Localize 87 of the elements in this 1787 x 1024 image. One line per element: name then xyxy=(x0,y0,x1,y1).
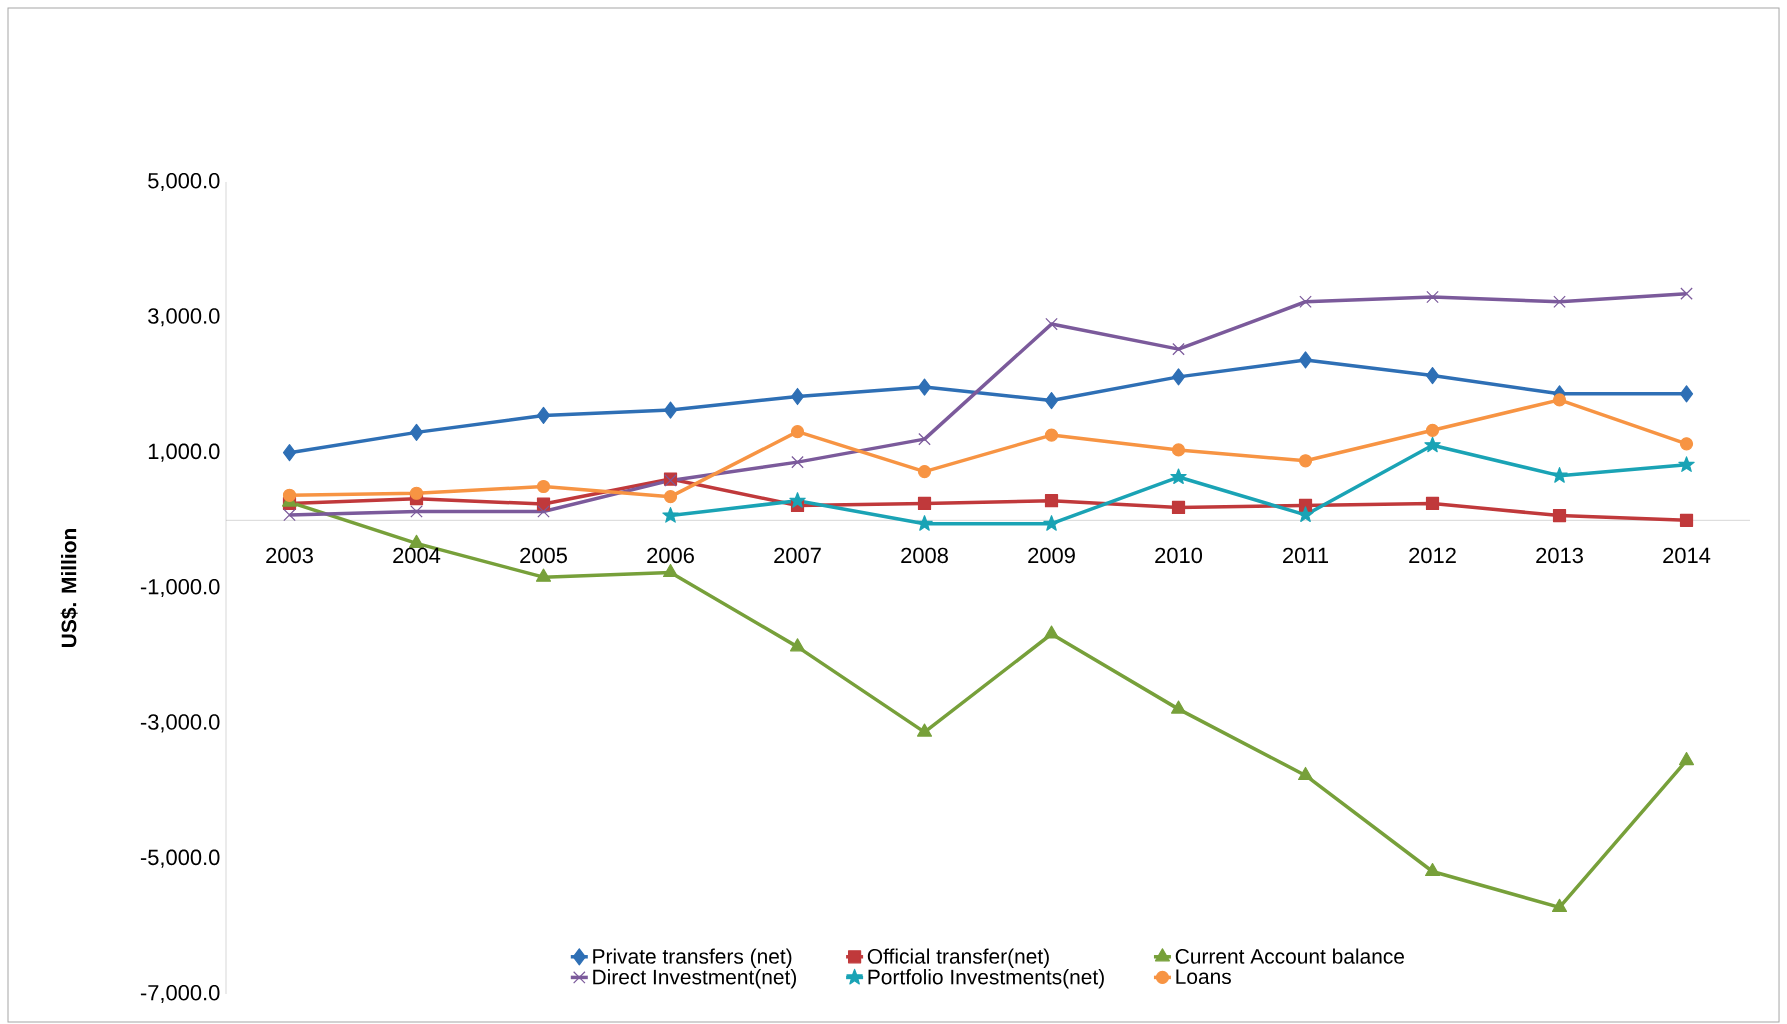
point xyxy=(790,387,805,406)
point xyxy=(1044,391,1059,410)
y-tick-label: -3,000.0 xyxy=(140,714,220,733)
point xyxy=(1426,290,1439,304)
point xyxy=(1553,295,1566,309)
point xyxy=(1045,317,1058,331)
y-tick-label: -5,000.0 xyxy=(140,849,220,868)
point xyxy=(1043,625,1060,639)
point xyxy=(917,378,932,396)
point xyxy=(1298,351,1313,369)
point xyxy=(917,465,932,479)
point xyxy=(1171,500,1186,515)
y-tick-label: -7,000.0 xyxy=(140,984,220,1004)
point xyxy=(282,488,297,502)
point xyxy=(1298,454,1313,468)
legend-label: Official transfer(net) xyxy=(867,948,1049,968)
x-tick-label: 2005 xyxy=(520,547,567,564)
point xyxy=(1297,766,1314,781)
x-tick-label: 2006 xyxy=(647,547,694,564)
x-tick-label: 2007 xyxy=(774,547,821,564)
point xyxy=(789,492,806,508)
point xyxy=(1551,467,1568,483)
x-tick-label: 2008 xyxy=(901,547,948,564)
point xyxy=(791,455,804,469)
legend-label: Private transfers (net) xyxy=(593,948,792,968)
point xyxy=(918,432,931,446)
x-tick-label: 2010 xyxy=(1155,547,1203,564)
point xyxy=(409,486,424,500)
point xyxy=(662,506,679,523)
point xyxy=(1044,494,1059,508)
point xyxy=(283,508,296,522)
point xyxy=(409,423,424,441)
point xyxy=(1425,496,1440,511)
point xyxy=(1170,700,1187,714)
legend-label: Loans xyxy=(1176,969,1231,985)
point xyxy=(536,406,551,425)
x-tick-label: 2003 xyxy=(266,547,313,564)
point xyxy=(663,401,678,419)
legend-label: Portfolio Investments(net) xyxy=(868,969,1104,989)
x-tick-label: 2009 xyxy=(1028,547,1075,564)
point xyxy=(1171,368,1186,386)
point xyxy=(1172,342,1185,356)
point xyxy=(1424,436,1441,453)
point xyxy=(410,505,423,518)
point xyxy=(1044,428,1059,442)
point xyxy=(535,568,552,582)
point xyxy=(917,496,932,511)
point xyxy=(1299,295,1312,309)
x-tick-label: 2014 xyxy=(1663,547,1711,564)
y-tick-label: -1,000.0 xyxy=(140,578,220,598)
y-tick-label: 5,000.0 xyxy=(148,172,220,192)
x-tick-label: 2011 xyxy=(1283,547,1329,564)
legend-label: Direct Investment(net) xyxy=(593,969,797,989)
point xyxy=(1170,468,1187,485)
point xyxy=(1679,437,1694,451)
point xyxy=(789,638,806,652)
point xyxy=(1552,393,1567,407)
point xyxy=(1425,366,1440,385)
point xyxy=(1679,513,1694,527)
point xyxy=(1552,508,1567,523)
point xyxy=(1171,443,1186,457)
point xyxy=(916,515,933,531)
point xyxy=(1678,456,1695,472)
point xyxy=(916,723,933,737)
point xyxy=(1680,287,1693,300)
y-axis-title: US$. Million xyxy=(60,529,78,647)
point xyxy=(1425,423,1440,437)
point xyxy=(1043,515,1060,531)
y-tick-label: 3,000.0 xyxy=(148,308,220,327)
point xyxy=(282,444,297,462)
point xyxy=(408,534,425,548)
point xyxy=(662,563,679,578)
point xyxy=(1551,898,1568,912)
point xyxy=(1679,385,1694,403)
point xyxy=(1679,751,1695,766)
legend-label: Current Account balance xyxy=(1175,948,1404,964)
point xyxy=(663,490,678,504)
point xyxy=(790,425,805,439)
x-tick-label: 2013 xyxy=(1536,547,1583,564)
point xyxy=(536,479,551,494)
x-tick-label: 2004 xyxy=(393,547,441,564)
point xyxy=(1424,862,1441,877)
y-tick-label: 1,000.0 xyxy=(148,443,220,462)
point xyxy=(537,505,550,518)
point xyxy=(536,497,551,511)
point xyxy=(1297,506,1314,522)
x-tick-label: 2012 xyxy=(1409,547,1456,564)
